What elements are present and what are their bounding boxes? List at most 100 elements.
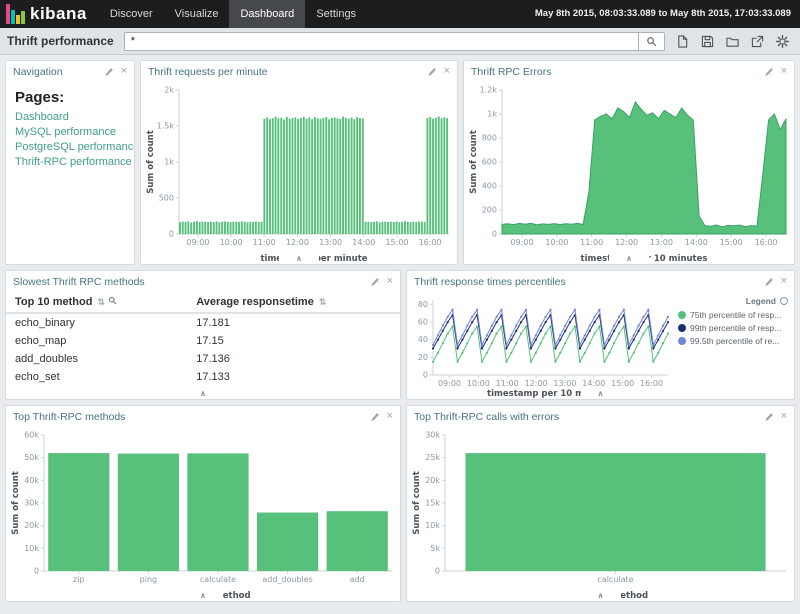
close-panel-icon[interactable]: × — [780, 275, 787, 287]
legend-item[interactable]: 75th percentile of resp... — [678, 310, 788, 320]
nav-tab-dashboard[interactable]: Dashboard — [229, 0, 306, 28]
collapse-panel-button[interactable]: ∧ — [279, 253, 319, 264]
edit-panel-icon[interactable] — [370, 277, 380, 287]
settings-button[interactable] — [775, 34, 790, 49]
main-nav: Discover Visualize Dashboard Settings — [99, 0, 367, 28]
svg-text:11:00: 11:00 — [253, 238, 276, 247]
percentiles-line-chart[interactable]: 0 20 40 60 80 09:00 10:00 11:00 12:00 13:00 14:00 1… — [407, 292, 676, 399]
svg-text:16:00: 16:00 — [755, 238, 778, 247]
search-button[interactable] — [638, 31, 665, 51]
svg-text:20k: 20k — [425, 476, 440, 485]
search-input[interactable] — [123, 31, 638, 51]
slowest-table-body: echo_binary 17.181 echo_map 17.15 add_double… — [6, 313, 400, 386]
edit-panel-icon[interactable] — [427, 67, 437, 77]
legend-toggle-icon — [780, 297, 788, 305]
dashboard-title: Thrift performance — [7, 34, 114, 48]
app-header: kibana Discover Visualize Dashboard Sett… — [0, 0, 800, 28]
kibana-logo[interactable]: kibana — [0, 0, 99, 28]
edit-panel-icon[interactable] — [370, 412, 380, 422]
share-dashboard-button[interactable] — [750, 34, 765, 49]
svg-text:12:00: 12:00 — [286, 238, 309, 247]
svg-text:Sum of count: Sum of count — [469, 130, 479, 194]
svg-text:13:00: 13:00 — [553, 379, 576, 388]
edit-panel-icon[interactable] — [764, 412, 774, 422]
nav-link[interactable]: MySQL performance — [15, 126, 117, 138]
close-panel-icon[interactable]: × — [386, 410, 393, 422]
new-dashboard-button[interactable] — [675, 34, 690, 49]
close-panel-icon[interactable]: × — [120, 65, 127, 77]
svg-text:0: 0 — [423, 371, 428, 380]
panel-title: Top Thrift-RPC methods — [13, 410, 126, 423]
toolbar-actions — [672, 34, 793, 49]
svg-text:10k: 10k — [425, 521, 440, 530]
dashboard-row-1: Navigation × Pages: Dashboard MySQL perfo… — [5, 60, 795, 265]
close-panel-icon[interactable]: × — [386, 275, 393, 287]
svg-text:0: 0 — [169, 230, 174, 239]
legend-color-dot — [678, 311, 686, 319]
column-header-responsetime[interactable]: Average responsetime ⇅ — [187, 292, 400, 314]
svg-text:40: 40 — [418, 335, 428, 344]
column-header-method[interactable]: Top 10 method ⇅ — [6, 292, 188, 314]
panel-title: Slowest Thrift RPC methods — [13, 275, 145, 288]
legend-item[interactable]: 99.5th percentile of re... — [678, 336, 788, 346]
svg-text:500: 500 — [159, 194, 174, 203]
nav-tab-discover[interactable]: Discover — [109, 8, 153, 20]
panel-top-methods: Top Thrift-RPC methods × 0 10k 20k 30k 40k 50… — [5, 405, 401, 602]
nav-link[interactable]: PostgreSQL performance — [15, 141, 134, 153]
svg-text:5k: 5k — [430, 544, 440, 553]
svg-text:200: 200 — [482, 206, 497, 215]
legend-item[interactable]: 99th percentile of resp... — [678, 323, 788, 333]
nav-tab-settings[interactable]: Settings — [316, 8, 357, 20]
svg-text:1.5k: 1.5k — [157, 122, 175, 131]
svg-text:60k: 60k — [24, 431, 39, 440]
collapse-panel-button[interactable]: ∧ — [183, 590, 223, 601]
folder-open-icon — [726, 37, 739, 47]
svg-text:14:00: 14:00 — [685, 238, 708, 247]
panel-navigation: Navigation × Pages: Dashboard MySQL perfo… — [5, 60, 135, 265]
edit-panel-icon[interactable] — [764, 67, 774, 77]
share-icon — [751, 35, 764, 47]
svg-text:15:00: 15:00 — [611, 379, 634, 388]
panel-title: Thrift response times percentiles — [414, 275, 566, 288]
svg-text:15:00: 15:00 — [385, 238, 408, 247]
gear-icon — [776, 34, 789, 48]
save-dashboard-button[interactable] — [700, 34, 715, 49]
requests-histogram-chart[interactable]: 0 500 1k 1.5k 2k 09:00 10:00 11:00 12:00 13:00 14:… — [141, 82, 457, 264]
table-row: echo_binary 17.181 — [15, 317, 230, 329]
slowest-methods-table: Top 10 method ⇅ Average responsetime ⇅ e… — [6, 292, 400, 386]
svg-text:15:00: 15:00 — [720, 238, 743, 247]
close-panel-icon[interactable]: × — [443, 65, 450, 77]
kibana-logo-bars — [6, 4, 25, 24]
collapse-panel-button[interactable]: ∧ — [580, 388, 621, 399]
new-document-icon — [678, 34, 688, 48]
svg-text:25k: 25k — [425, 453, 440, 462]
edit-panel-icon[interactable] — [104, 67, 114, 77]
close-panel-icon[interactable]: × — [780, 410, 787, 422]
legend-header[interactable]: Legend — [678, 296, 788, 306]
svg-text:Sum of count: Sum of count — [11, 471, 21, 535]
sort-icon: ⇅ — [318, 297, 327, 307]
svg-text:2k: 2k — [164, 86, 174, 95]
nav-link[interactable]: Thrift-RPC performance — [15, 156, 132, 168]
collapse-panel-button[interactable]: ∧ — [580, 590, 621, 601]
search-bar — [123, 31, 665, 51]
collapse-panel-button[interactable]: ∧ — [183, 388, 223, 399]
svg-text:10:00: 10:00 — [545, 238, 568, 247]
save-icon — [701, 35, 714, 47]
load-dashboard-button[interactable] — [725, 34, 740, 49]
top-errors-bar-chart[interactable]: 05k10k15k20k25k30kcalculateTop 5 methodS… — [407, 427, 794, 601]
svg-text:60: 60 — [418, 318, 428, 327]
panel-rpc-errors: Thrift RPC Errors × 0 200 400 600 800 1k 1.2k 0… — [463, 60, 795, 265]
time-range-picker[interactable]: May 8th 2015, 08:03:33.089 to May 8th 20… — [534, 8, 791, 19]
close-panel-icon[interactable]: × — [780, 65, 787, 77]
collapse-panel-button[interactable]: ∧ — [609, 253, 649, 264]
svg-text:600: 600 — [482, 158, 497, 167]
top-methods-bar-chart[interactable]: 0 10k 20k 30k 40k 50k 60k zip ping calculate add_d… — [6, 427, 400, 601]
errors-area-chart[interactable]: 0 200 400 600 800 1k 1.2k 09:00 10:00 11:00 12:00 1… — [464, 82, 794, 264]
nav-tab-visualize[interactable]: Visualize — [174, 8, 219, 20]
svg-text:add: add — [350, 575, 365, 584]
edit-panel-icon[interactable] — [764, 277, 774, 287]
column-search-icon[interactable] — [108, 296, 117, 305]
svg-text:30k: 30k — [24, 499, 39, 508]
nav-link[interactable]: Dashboard — [15, 111, 69, 123]
